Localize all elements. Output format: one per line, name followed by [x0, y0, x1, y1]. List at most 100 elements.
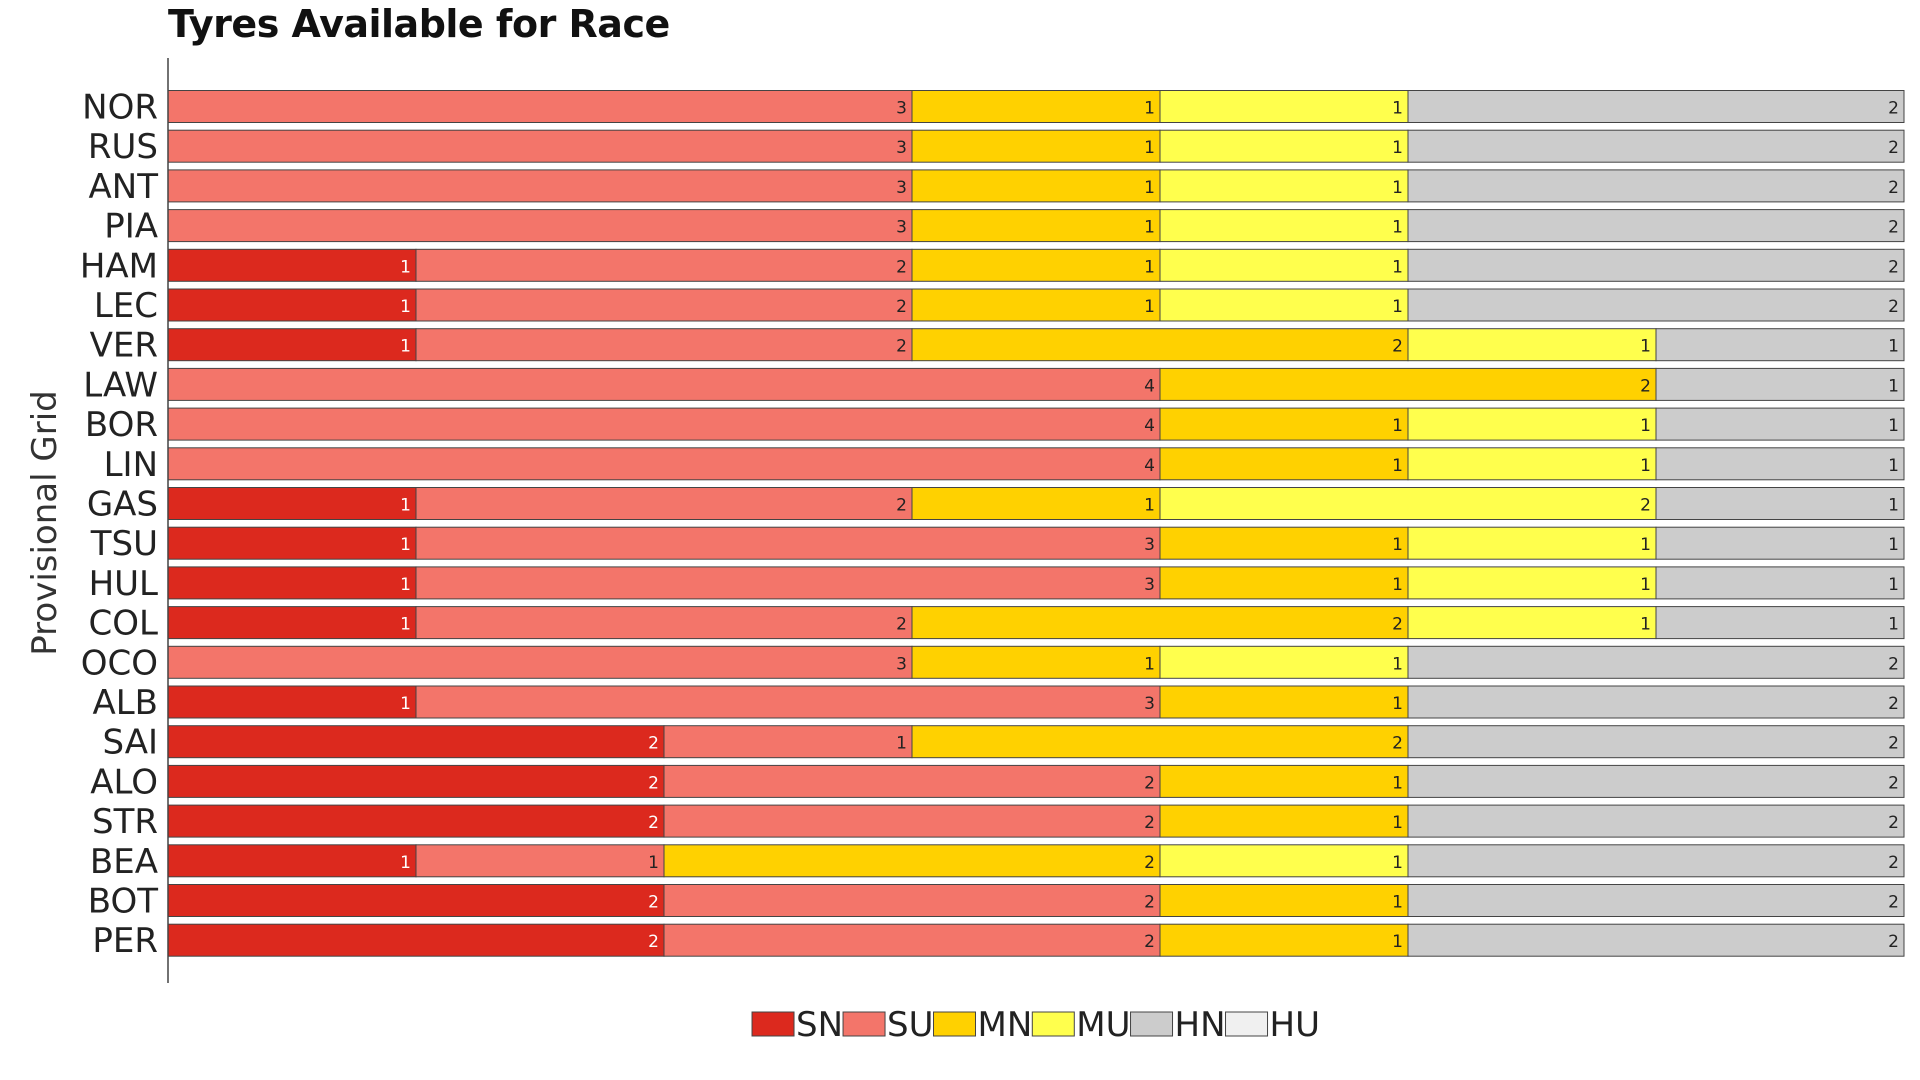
bar-bea-sn — [167, 844, 417, 878]
bar-per-mn — [1159, 923, 1409, 957]
data-label-gas-sn: 1 — [400, 496, 411, 516]
data-label-ver-mn: 2 — [1392, 337, 1403, 357]
bar-nor-mu — [1159, 90, 1409, 123]
data-label-rus-mn: 1 — [1144, 138, 1155, 158]
legend-swatch-sn — [751, 1011, 795, 1037]
bar-lec-mu — [1159, 288, 1409, 322]
data-label-ant-hn: 2 — [1888, 178, 1899, 198]
legend-label-hu: HU — [1270, 1005, 1320, 1045]
bars-layer: 3 1 1 2 3 1 1 2 3 1 1 2 3 1 1 2 1 2 1 1 2 1 2 1 1 2 1 2 2 1 1 4 2 1 4 1 1 1 4 1… — [167, 90, 1905, 957]
data-label-lin-su: 4 — [1144, 456, 1155, 476]
bar-gas-su — [415, 487, 913, 520]
bar-pia-hn — [1407, 209, 1905, 243]
data-label-ant-mu: 1 — [1392, 178, 1403, 198]
data-label-tsu-sn: 1 — [400, 535, 411, 555]
bar-hul-mn — [1159, 566, 1409, 600]
y-tick-label-law: LAW — [83, 365, 158, 405]
data-label-ver-mu: 1 — [1640, 337, 1651, 357]
data-label-lec-sn: 1 — [400, 297, 411, 317]
data-label-str-sn: 2 — [648, 813, 659, 833]
data-label-oco-su: 3 — [896, 654, 907, 674]
bar-alo-hn — [1407, 764, 1905, 798]
data-label-gas-mn: 1 — [1144, 496, 1155, 516]
legend-label-hn: HN — [1175, 1005, 1226, 1045]
data-label-hul-su: 3 — [1144, 575, 1155, 595]
bar-bot-mn — [1159, 884, 1409, 917]
bar-lin-hn — [1655, 447, 1905, 481]
data-label-bea-su: 1 — [648, 853, 659, 873]
bar-ham-su — [415, 248, 913, 282]
bar-str-su — [663, 804, 1161, 838]
bar-alo-mn — [1159, 764, 1409, 798]
bar-ver-sn — [167, 328, 417, 362]
data-label-ham-hn: 2 — [1888, 257, 1899, 277]
bar-lec-mn — [911, 288, 1161, 322]
legend-swatch-hu — [1225, 1011, 1269, 1037]
y-tick-label-col: COL — [89, 604, 159, 644]
bar-alo-sn — [167, 764, 665, 798]
data-label-bor-mu: 1 — [1640, 416, 1651, 436]
bar-bor-mn — [1159, 407, 1409, 441]
data-label-bot-hn: 2 — [1888, 893, 1899, 913]
data-label-ham-mu: 1 — [1392, 257, 1403, 277]
bar-alb-su — [415, 685, 1161, 719]
bar-gas-hn — [1655, 487, 1905, 520]
bar-col-mn — [911, 606, 1409, 640]
bar-hul-su — [415, 566, 1161, 600]
bar-law-hn — [1655, 367, 1905, 401]
data-label-ant-su: 3 — [896, 178, 907, 198]
bar-bot-hn — [1407, 884, 1905, 917]
bar-tsu-su — [415, 526, 1161, 560]
bar-col-mu — [1407, 606, 1657, 640]
bar-ant-mn — [911, 169, 1161, 203]
y-tick-label-oco: OCO — [81, 643, 158, 683]
bar-col-sn — [167, 606, 417, 640]
bar-lec-hn — [1407, 288, 1905, 322]
data-label-tsu-mn: 1 — [1392, 535, 1403, 555]
data-label-alb-mn: 1 — [1392, 694, 1403, 714]
data-label-alo-hn: 2 — [1888, 773, 1899, 793]
data-label-pia-hn: 2 — [1888, 218, 1899, 238]
bar-ver-su — [415, 328, 913, 362]
legend-swatch-hn — [1130, 1011, 1174, 1037]
data-label-bot-su: 2 — [1144, 893, 1155, 913]
y-tick-label-per: PER — [92, 921, 158, 961]
bar-ant-hn — [1407, 169, 1905, 203]
data-label-bea-sn: 1 — [400, 853, 411, 873]
y-tick-label-rus: RUS — [88, 127, 158, 167]
y-tick-label-sai: SAI — [103, 723, 159, 763]
data-label-alb-hn: 2 — [1888, 694, 1899, 714]
bar-str-mn — [1159, 804, 1409, 838]
data-label-gas-hn: 1 — [1888, 496, 1899, 516]
bar-nor-hn — [1407, 90, 1905, 123]
bar-rus-su — [167, 129, 913, 163]
data-label-lec-mu: 1 — [1392, 297, 1403, 317]
data-label-col-sn: 1 — [400, 615, 411, 635]
bar-alb-mn — [1159, 685, 1409, 719]
data-label-per-mn: 1 — [1392, 932, 1403, 952]
bar-alb-hn — [1407, 685, 1905, 719]
data-label-law-mn: 2 — [1640, 376, 1651, 396]
bar-bea-mn — [663, 844, 1161, 878]
data-label-per-su: 2 — [1144, 932, 1155, 952]
data-label-oco-mn: 1 — [1144, 654, 1155, 674]
y-tick-label-bot: BOT — [88, 882, 158, 922]
data-label-tsu-mu: 1 — [1640, 535, 1651, 555]
data-label-gas-su: 2 — [896, 496, 907, 516]
data-label-str-mn: 1 — [1392, 813, 1403, 833]
data-label-pia-mn: 1 — [1144, 218, 1155, 238]
y-tick-label-alo: ALO — [90, 762, 158, 802]
data-label-str-hn: 2 — [1888, 813, 1899, 833]
bar-ant-mu — [1159, 169, 1409, 203]
data-label-bor-mn: 1 — [1392, 416, 1403, 436]
data-label-hul-hn: 1 — [1888, 575, 1899, 595]
bar-alb-sn — [167, 685, 417, 719]
bar-per-sn — [167, 923, 665, 957]
bar-sai-mn — [911, 725, 1409, 759]
bar-col-hn — [1655, 606, 1905, 640]
bar-ant-su — [167, 169, 913, 203]
legend-swatch-mn — [933, 1011, 977, 1037]
data-label-oco-hn: 2 — [1888, 654, 1899, 674]
data-label-alo-mn: 1 — [1392, 773, 1403, 793]
data-label-ant-mn: 1 — [1144, 178, 1155, 198]
